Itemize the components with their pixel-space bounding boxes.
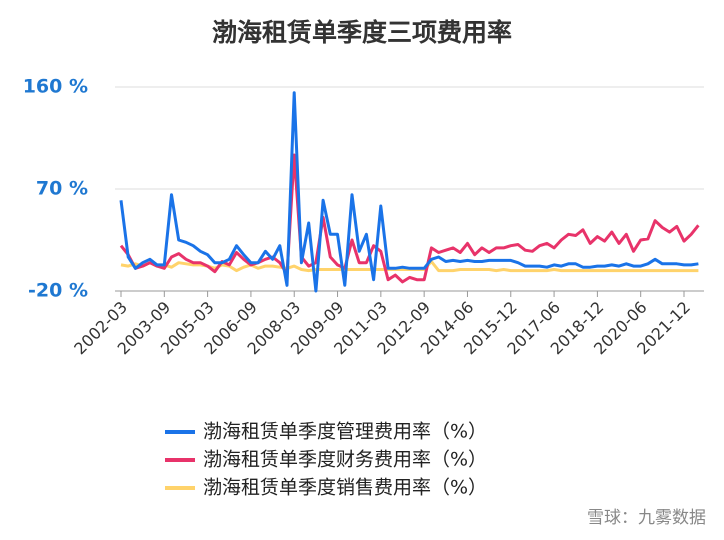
chart-title: 渤海租赁单季度三项费用率 [212,18,512,47]
watermark: 雪球：九雾数据 [587,508,706,528]
legend-label: 渤海租赁单季度财务费用率（%） [203,449,487,471]
y-tick-label: 160 % [23,76,88,98]
legend-label: 渤海租赁单季度管理费用率（%） [203,421,487,443]
line-series [119,91,699,293]
line-series [119,153,700,284]
y-tick-label: -20 % [28,280,88,302]
legend-label: 渤海租赁单季度销售费用率（%） [203,477,487,499]
y-tick-label: 70 % [36,178,88,200]
